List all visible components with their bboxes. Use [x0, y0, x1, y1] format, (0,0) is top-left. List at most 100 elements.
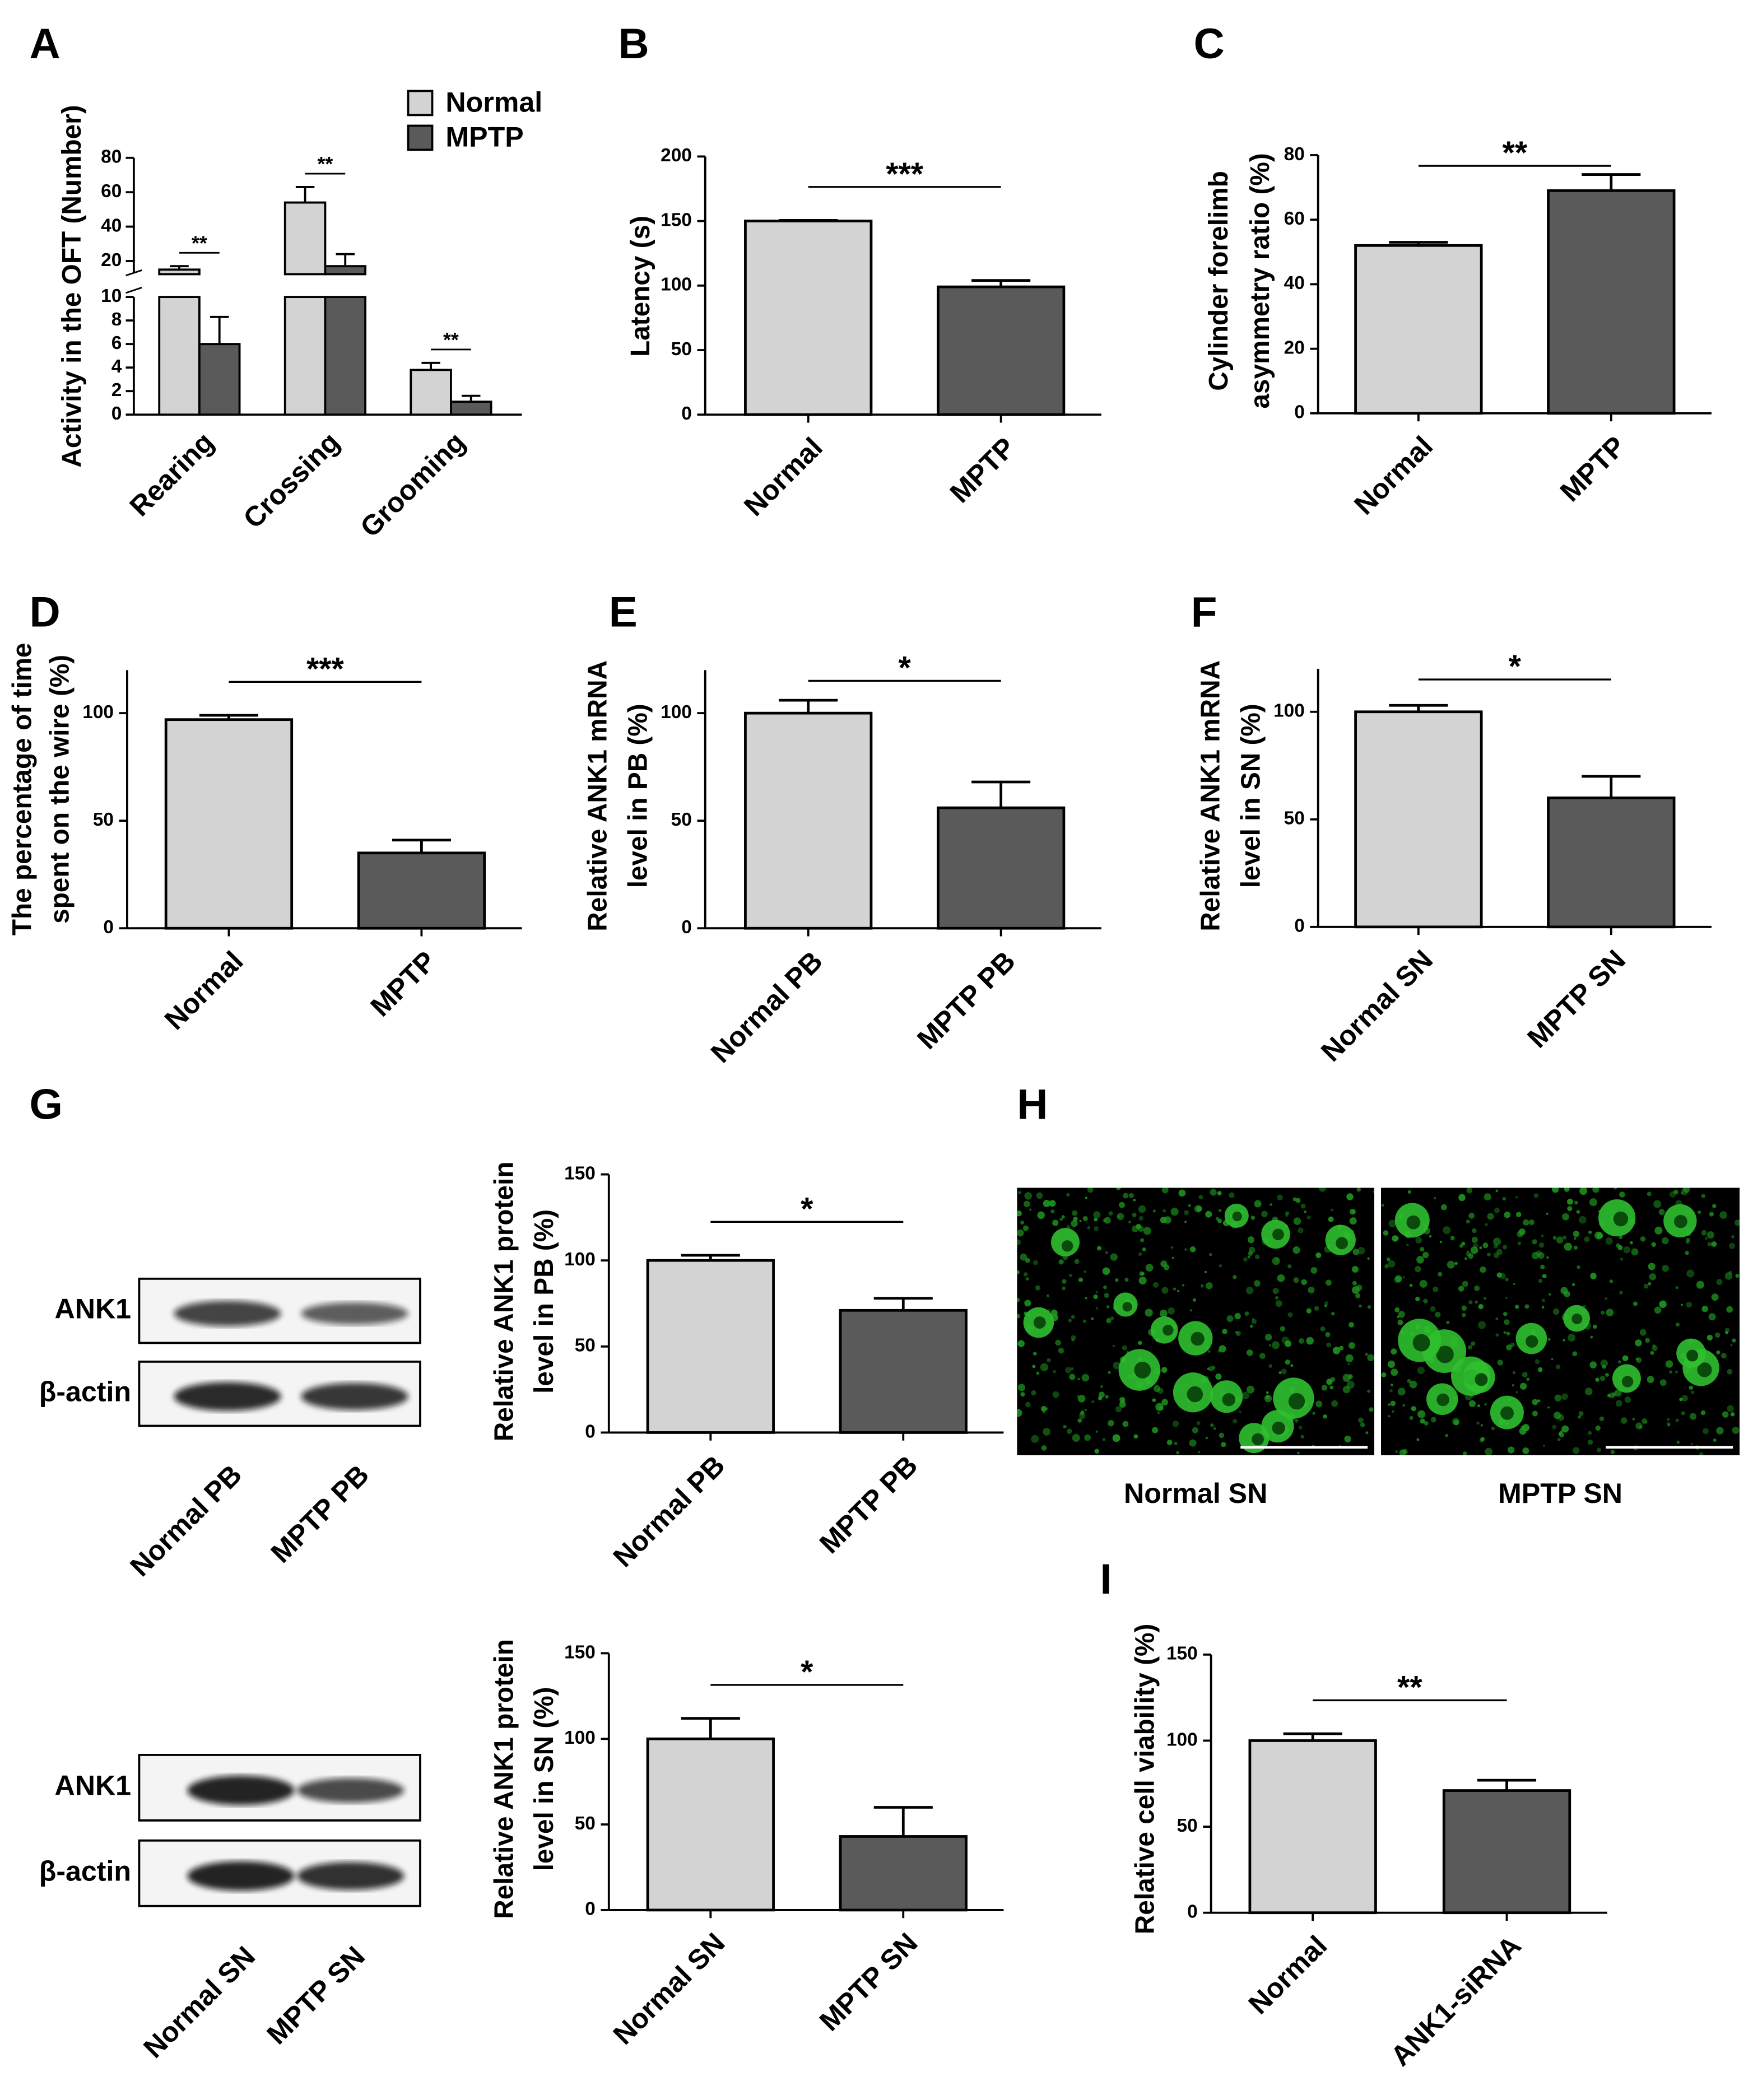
speckle	[1635, 1422, 1643, 1430]
significance: *	[1509, 649, 1522, 685]
speckle	[1402, 1449, 1408, 1454]
speckle	[1599, 1416, 1605, 1422]
speckle	[1709, 1212, 1714, 1217]
speckle	[1352, 1249, 1360, 1255]
speckle	[1493, 1252, 1500, 1259]
speckle	[1466, 1251, 1471, 1256]
speckle	[1163, 1264, 1170, 1270]
speckle	[1017, 1409, 1022, 1417]
speckle	[1605, 1372, 1609, 1377]
y-tick-label: 0	[585, 1899, 596, 1920]
speckle	[1504, 1211, 1511, 1218]
speckle	[1531, 1252, 1539, 1260]
speckle	[1471, 1341, 1476, 1346]
speckle	[1332, 1347, 1341, 1354]
speckle	[1497, 1359, 1503, 1366]
speckle	[1029, 1208, 1032, 1211]
speckle	[1645, 1338, 1650, 1343]
speckle	[1587, 1439, 1593, 1445]
speckle	[1716, 1427, 1724, 1435]
speckle	[1017, 1229, 1024, 1237]
speckle	[1381, 1372, 1387, 1377]
speckle	[1367, 1257, 1370, 1260]
speckle	[1278, 1371, 1282, 1375]
speckle	[1454, 1261, 1458, 1265]
speckle	[1538, 1278, 1543, 1283]
cell-nucleus	[1122, 1302, 1132, 1312]
speckle	[1592, 1188, 1599, 1193]
speckle	[1541, 1235, 1544, 1237]
speckle	[1301, 1279, 1307, 1286]
speckle	[1133, 1199, 1136, 1202]
speckle	[1219, 1345, 1226, 1353]
speckle	[1184, 1210, 1189, 1216]
speckle	[1523, 1219, 1529, 1226]
speckle	[1095, 1430, 1098, 1433]
speckle	[1268, 1344, 1272, 1347]
significance: **	[317, 153, 333, 175]
speckle	[1384, 1264, 1389, 1269]
speckle	[1588, 1431, 1592, 1435]
speckle	[1701, 1230, 1707, 1236]
speckle	[1017, 1239, 1021, 1245]
speckle	[1415, 1265, 1421, 1273]
legend-label: MPTP	[445, 122, 523, 153]
speckle	[1435, 1311, 1441, 1318]
speckle	[1535, 1359, 1540, 1365]
cell-nucleus	[1288, 1393, 1305, 1410]
speckle	[1588, 1230, 1592, 1235]
speckle	[1068, 1319, 1072, 1323]
speckle	[1667, 1424, 1670, 1427]
speckle	[1675, 1370, 1678, 1373]
speckle	[1161, 1287, 1169, 1294]
speckle	[1300, 1435, 1304, 1438]
y-tick-label: 0	[1187, 1902, 1198, 1922]
speckle	[1160, 1217, 1167, 1223]
y-tick-label: 10	[101, 286, 122, 306]
speckle	[1505, 1296, 1508, 1300]
bar	[1547, 796, 1676, 929]
speckle	[1277, 1194, 1283, 1200]
speckle	[1502, 1245, 1508, 1250]
speckle	[1298, 1426, 1303, 1430]
speckle	[1635, 1339, 1642, 1347]
speckle	[1633, 1301, 1638, 1306]
speckle	[1331, 1312, 1335, 1316]
speckle	[1639, 1329, 1647, 1336]
speckle	[1095, 1291, 1098, 1293]
speckle	[1115, 1406, 1122, 1413]
y-tick-label: 20	[1284, 337, 1305, 358]
speckle	[1409, 1380, 1417, 1389]
speckle	[1735, 1219, 1740, 1226]
speckle	[1246, 1385, 1255, 1394]
speckle	[1025, 1258, 1030, 1263]
speckle	[1727, 1405, 1734, 1412]
speckle	[1233, 1275, 1237, 1279]
speckle	[1623, 1246, 1630, 1254]
speckle	[1495, 1189, 1499, 1193]
speckle	[1522, 1372, 1528, 1378]
legend-swatch	[407, 124, 434, 151]
speckle	[1452, 1418, 1459, 1426]
y-tick-label: 100	[82, 702, 114, 723]
speckle	[1689, 1385, 1694, 1390]
speckle	[1108, 1420, 1114, 1427]
speckle	[1698, 1210, 1701, 1214]
speckle	[1696, 1281, 1704, 1289]
speckle	[1402, 1404, 1405, 1407]
bar	[283, 201, 327, 416]
speckle	[1519, 1382, 1527, 1390]
speckle	[1344, 1435, 1351, 1443]
speckle	[1082, 1216, 1088, 1221]
speckle	[1024, 1192, 1033, 1200]
bar	[164, 718, 294, 930]
y-tick-label: 0	[585, 1421, 596, 1442]
y-tick-label: 50	[671, 809, 692, 830]
speckle	[1330, 1208, 1333, 1212]
speckle	[1648, 1282, 1652, 1286]
speckle	[1506, 1331, 1510, 1336]
y-axis-label: Relative ANK1 protein	[489, 1639, 519, 1919]
speckle	[1574, 1200, 1578, 1205]
speckle	[1541, 1306, 1545, 1309]
